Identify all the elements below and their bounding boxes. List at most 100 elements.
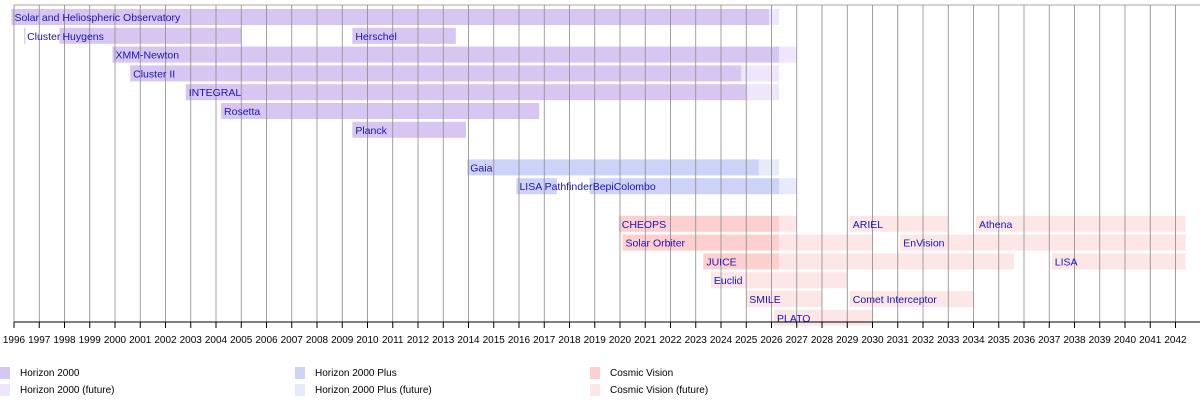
bar-solar-orbiter-future <box>779 234 873 251</box>
tick-label-2014: 2014 <box>457 335 480 346</box>
bar-xmm-newton <box>112 46 780 63</box>
tick-label-2025: 2025 <box>735 335 758 346</box>
tick-label-2017: 2017 <box>533 335 556 346</box>
legend-swatch <box>0 367 10 379</box>
bar-juice <box>703 253 780 270</box>
tick-label-2034: 2034 <box>962 335 985 346</box>
label-cluster-ii: Cluster II <box>133 68 175 80</box>
bar-athena <box>976 215 1186 232</box>
label-bepicolombo: BepiColombo <box>593 181 656 193</box>
label-plato: PLATO <box>777 313 810 325</box>
bar-rosetta <box>221 103 540 119</box>
bar-integral-future <box>746 84 780 101</box>
tick-label-1999: 1999 <box>79 335 102 346</box>
legend-swatch <box>590 384 600 396</box>
bar-cheops <box>618 215 780 232</box>
tick-label-2000: 2000 <box>104 335 127 346</box>
legend-label: Cosmic Vision (future) <box>610 384 709 396</box>
label-solar-orbiter: Solar Orbiter <box>626 238 686 250</box>
tick-label-2020: 2020 <box>609 335 632 346</box>
tick-label-1998: 1998 <box>53 335 76 346</box>
legend-item-horizon2000plus-future: Horizon 2000 Plus (future) <box>295 383 432 397</box>
legend-label: Horizon 2000 Plus (future) <box>315 384 432 396</box>
tick-label-2004: 2004 <box>205 335 228 346</box>
tick-label-2013: 2013 <box>432 335 455 346</box>
tick-label-2016: 2016 <box>508 335 531 346</box>
label-integral: INTEGRAL <box>189 87 242 99</box>
legend-item-cosmic-vision: Cosmic Vision <box>590 366 673 380</box>
label-athena: Athena <box>979 219 1012 231</box>
tick-label-2031: 2031 <box>887 335 910 346</box>
tick-label-2019: 2019 <box>584 335 607 346</box>
tick-label-2021: 2021 <box>634 335 657 346</box>
label-juice: JUICE <box>706 256 736 268</box>
tick-label-2001: 2001 <box>129 335 152 346</box>
tick-label-2015: 2015 <box>483 335 506 346</box>
legend-swatch <box>590 367 600 379</box>
legend-swatch <box>0 384 10 396</box>
tick-label-2008: 2008 <box>306 335 329 346</box>
bar-gaia <box>467 159 759 176</box>
tick-label-2038: 2038 <box>1063 335 1086 346</box>
bar-juice-future <box>779 253 1014 270</box>
label-lisa: LISA <box>1055 256 1078 268</box>
tick-label-2042: 2042 <box>1164 335 1187 346</box>
tick-label-2033: 2033 <box>937 335 960 346</box>
tick-label-1997: 1997 <box>28 335 51 346</box>
tick-label-2029: 2029 <box>836 335 859 346</box>
bar-huygens <box>59 27 242 44</box>
legend-label: Horizon 2000 Plus <box>315 367 397 379</box>
label-solar-and-heliospheric-observatory: Solar and Heliospheric Observatory <box>14 12 180 24</box>
bar-euclid-future <box>710 272 848 289</box>
label-smile: SMILE <box>749 294 781 306</box>
label-xmm-newton: XMM-Newton <box>115 50 179 62</box>
tick-label-2002: 2002 <box>154 335 177 346</box>
label-herschel: Herschel <box>355 31 396 43</box>
tick-label-2010: 2010 <box>356 335 379 346</box>
legend: Horizon 2000 Horizon 2000 (future) Horizon… <box>0 366 1200 406</box>
label-comet-interceptor: Comet Interceptor <box>853 294 938 306</box>
bar-ariel <box>849 215 949 232</box>
label-lisa-pathfinder: LISA Pathfinder <box>519 181 592 193</box>
legend-item-horizon2000: Horizon 2000 <box>0 366 79 380</box>
bar-lisa <box>1051 253 1186 270</box>
tick-label-2012: 2012 <box>407 335 430 346</box>
label-cheops: CHEOPS <box>622 219 666 231</box>
bar-comet-interceptor <box>849 291 974 307</box>
mission-timeline-chart: Solar and Heliospheric Observatory Cluste… <box>3 4 1200 346</box>
mission-bars <box>11 9 1186 326</box>
tick-label-2035: 2035 <box>988 335 1011 346</box>
bar-solar-orbiter <box>622 234 780 251</box>
bar-bepicolombo <box>589 178 780 195</box>
legend-swatch <box>295 384 305 396</box>
tick-label-2022: 2022 <box>659 335 682 346</box>
label-gaia: Gaia <box>470 162 492 174</box>
legend-swatch <box>295 367 305 379</box>
label-huygens: Huygens <box>62 31 103 43</box>
legend-item-cosmic-vision-future: Cosmic Vision (future) <box>590 383 708 397</box>
legend-item-horizon2000-future: Horizon 2000 (future) <box>0 383 115 397</box>
tick-label-2005: 2005 <box>230 335 253 346</box>
legend-label: Horizon 2000 (future) <box>20 384 115 396</box>
tick-label-2023: 2023 <box>685 335 708 346</box>
bar-cheops-future <box>779 215 797 232</box>
legend-item-horizon2000plus: Horizon 2000 Plus <box>295 366 397 380</box>
bar-cluster-ii-future <box>741 65 780 82</box>
tick-label-2040: 2040 <box>1114 335 1137 346</box>
tick-label-2028: 2028 <box>811 335 834 346</box>
x-axis: 1996 1997 1998 1999 2000 2001 2002 2003 2004 2005… <box>3 321 1200 346</box>
tick-label-2030: 2030 <box>861 335 884 346</box>
bar-envision <box>900 234 1186 251</box>
bar-bepicolombo-future <box>779 178 797 195</box>
mission-labels: Solar and Heliospheric Observatory Cluste… <box>14 12 1077 325</box>
tick-label-2007: 2007 <box>281 335 304 346</box>
tick-label-2018: 2018 <box>558 335 581 346</box>
bar-solar-and-heliospheric-observatory-future <box>768 9 780 25</box>
tick-label-2024: 2024 <box>710 335 733 346</box>
label-cluster: Cluster <box>27 31 61 43</box>
label-envision: EnVision <box>903 238 944 250</box>
bar-gaia-future <box>758 159 780 176</box>
legend-label: Cosmic Vision <box>610 367 674 379</box>
bar-planck <box>352 121 466 138</box>
label-planck: Planck <box>355 125 387 137</box>
